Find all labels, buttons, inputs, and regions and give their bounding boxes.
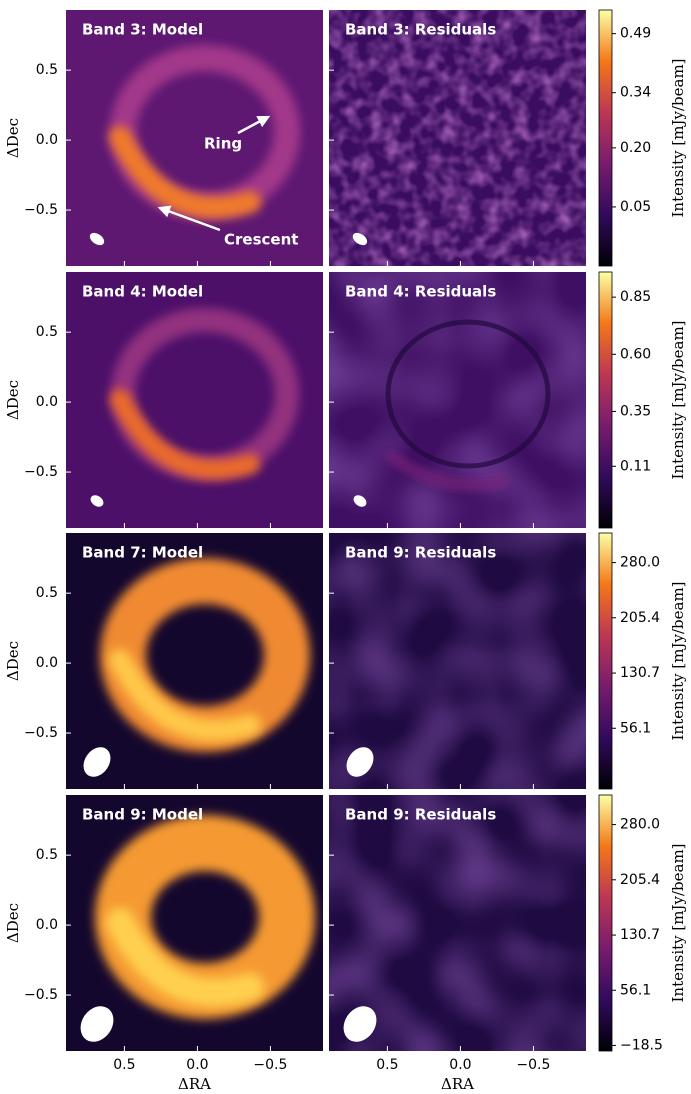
colorbar-tick-label: 205.4 [620, 610, 660, 626]
colorbar-tick-label: 280.0 [620, 555, 660, 571]
y-tick-label: 0.5 [36, 62, 58, 78]
y-tick-label: −0.5 [24, 987, 58, 1003]
y-tick-label: 0.5 [36, 585, 58, 601]
colorbar-tick-label: 130.7 [620, 927, 660, 943]
panel-title: Band 4: Residuals [345, 283, 496, 301]
colorbar-tick-label: 0.11 [620, 458, 651, 474]
beam [343, 1006, 377, 1042]
y-axis-label: ΔDec [4, 118, 22, 158]
colorbar [598, 271, 613, 529]
beam [90, 495, 104, 507]
x-tick-label: 0.0 [186, 1057, 208, 1073]
colorbar-tick-label: 0.05 [620, 199, 651, 215]
y-axis-label: ΔDec [4, 380, 22, 420]
crescent [110, 389, 260, 480]
y-tick-label: 0.5 [36, 847, 58, 863]
panel-title: Band 3: Residuals [345, 21, 496, 39]
annotation-arrow [237, 115, 271, 135]
residual-ring [385, 319, 551, 469]
beam [353, 495, 367, 507]
colorbar-tick-label: 130.7 [620, 665, 660, 681]
beam [80, 1006, 114, 1042]
crescent [106, 908, 264, 1007]
x-tick-label: 0.5 [376, 1057, 398, 1073]
y-tick-label: 0.0 [36, 917, 58, 933]
residual-panel [329, 10, 586, 266]
y-tick-label: −0.5 [24, 725, 58, 741]
y-tick-label: 0.0 [36, 132, 58, 148]
y-tick-label: 0.0 [36, 655, 58, 671]
colorbar [598, 532, 613, 790]
model-panel [66, 795, 323, 1051]
crescent [109, 126, 261, 219]
y-axis-label: ΔDec [4, 641, 22, 681]
colorbar-label: Intensity [mJy/beam] [669, 843, 687, 1002]
colorbar-tick-label: 56.1 [620, 720, 651, 736]
colorbar-label: Intensity [mJy/beam] [669, 58, 687, 217]
colorbar-tick-label: 0.49 [620, 26, 651, 42]
crescent [109, 649, 261, 742]
residual-noise [329, 795, 586, 1051]
colorbar [598, 9, 613, 267]
x-tick-label: −0.5 [516, 1057, 550, 1073]
residual-arc [385, 450, 510, 490]
colorbar-tick-label: −18.5 [620, 1037, 663, 1053]
colorbar-tick-label: 0.35 [620, 403, 651, 419]
panel-title: Band 4: Model [82, 283, 203, 301]
model-panel [66, 10, 323, 266]
panel-title: Band 7: Model [82, 544, 203, 562]
colorbar-tick-label: 0.60 [620, 346, 651, 362]
colorbar-tick-label: 0.34 [620, 85, 651, 101]
colorbar-tick-label: 280.0 [620, 817, 660, 833]
colorbar-label: Intensity [mJy/beam] [669, 581, 687, 740]
residual-panel [329, 272, 586, 528]
x-tick-label: 0.5 [113, 1057, 135, 1073]
annotation-arrow [157, 205, 221, 232]
beam [352, 232, 368, 246]
colorbar [598, 794, 613, 1052]
y-tick-label: −0.5 [24, 202, 58, 218]
residual-noise [329, 533, 586, 789]
colorbar-tick-label: 0.20 [620, 140, 651, 156]
model-panel [66, 272, 323, 528]
y-tick-label: −0.5 [24, 464, 58, 480]
y-tick-label: 0.5 [36, 324, 58, 340]
x-axis-label: ΔRA [441, 1075, 474, 1093]
model-panel [66, 533, 323, 789]
y-tick-label: 0.0 [36, 394, 58, 410]
residual-panel [329, 795, 586, 1051]
beam [83, 747, 111, 777]
beam [346, 747, 374, 777]
colorbar-tick-label: 205.4 [620, 872, 660, 888]
x-axis-label: ΔRA [178, 1075, 211, 1093]
panel-title: Band 9: Residuals [345, 544, 496, 562]
annotation: Ring [204, 135, 242, 153]
panel-title: Band 3: Model [82, 21, 203, 39]
x-tick-label: 0.0 [449, 1057, 471, 1073]
colorbar-tick-label: 56.1 [620, 982, 651, 998]
panel-title: Band 9: Residuals [345, 806, 496, 824]
colorbar-label: Intensity [mJy/beam] [669, 320, 687, 479]
panel-title: Band 9: Model [82, 806, 203, 824]
colorbar-tick-label: 0.85 [620, 289, 651, 305]
y-axis-label: ΔDec [4, 903, 22, 943]
residual-noise [329, 10, 586, 266]
x-tick-label: −0.5 [253, 1057, 287, 1073]
annotation: Crescent [224, 231, 298, 249]
residual-panel [329, 533, 586, 789]
beam [89, 232, 105, 246]
